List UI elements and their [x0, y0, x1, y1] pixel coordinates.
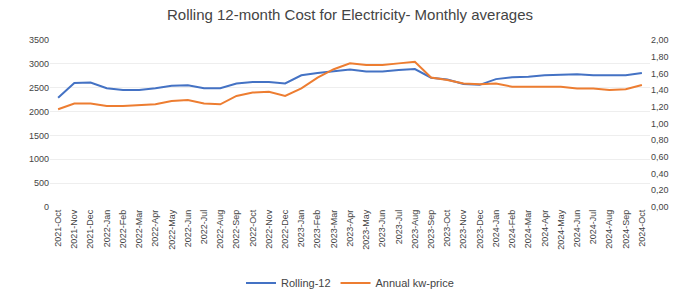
svg-text:2023-Apr: 2023-Apr: [345, 210, 355, 247]
svg-text:2021-Nov: 2021-Nov: [69, 209, 79, 249]
svg-text:2021-Oct: 2021-Oct: [53, 209, 63, 247]
svg-text:2024-Apr: 2024-Apr: [540, 210, 550, 247]
svg-text:2023-Feb: 2023-Feb: [312, 210, 322, 249]
svg-text:2023-Mar: 2023-Mar: [329, 210, 339, 249]
svg-text:2024-Oct: 2024-Oct: [637, 209, 647, 247]
svg-text:2022-Feb: 2022-Feb: [118, 210, 128, 249]
svg-text:2500: 2500: [29, 83, 49, 93]
svg-text:Rolling-12: Rolling-12: [281, 277, 331, 289]
svg-text:Rolling 12-month Cost for Elec: Rolling 12-month Cost for Electricity- M…: [167, 6, 533, 23]
svg-text:2024-Mar: 2024-Mar: [523, 210, 533, 249]
svg-text:2024-Sep: 2024-Sep: [621, 210, 631, 249]
svg-text:2023-Oct: 2023-Oct: [442, 209, 452, 247]
svg-text:2023-Dec: 2023-Dec: [475, 209, 485, 249]
svg-text:3000: 3000: [29, 59, 49, 69]
svg-text:2023-Jun: 2023-Jun: [377, 210, 387, 248]
svg-text:2021-Dec: 2021-Dec: [85, 209, 95, 249]
svg-text:0: 0: [44, 202, 49, 212]
svg-text:2022-Jan: 2022-Jan: [102, 210, 112, 248]
svg-text:0,20: 0,20: [651, 185, 669, 195]
svg-text:2023-Aug: 2023-Aug: [410, 210, 420, 249]
svg-text:2022-Jun: 2022-Jun: [183, 210, 193, 248]
svg-text:0,40: 0,40: [651, 169, 669, 179]
svg-text:2024-Jan: 2024-Jan: [491, 210, 501, 248]
svg-text:2022-Sep: 2022-Sep: [231, 210, 241, 249]
svg-text:2024-Jul: 2024-Jul: [588, 210, 598, 245]
svg-text:1,00: 1,00: [651, 119, 669, 129]
svg-text:2024-Aug: 2024-Aug: [604, 210, 614, 249]
svg-text:2022-Nov: 2022-Nov: [264, 209, 274, 249]
svg-text:2022-Jul: 2022-Jul: [199, 210, 209, 245]
svg-text:2,00: 2,00: [651, 35, 669, 45]
svg-text:500: 500: [34, 178, 49, 188]
svg-text:0,60: 0,60: [651, 152, 669, 162]
svg-text:2023-Jul: 2023-Jul: [394, 210, 404, 245]
svg-text:3500: 3500: [29, 35, 49, 45]
svg-text:1000: 1000: [29, 154, 49, 164]
svg-text:1500: 1500: [29, 131, 49, 141]
svg-text:2023-Jan: 2023-Jan: [296, 210, 306, 248]
svg-text:2022-Aug: 2022-Aug: [215, 210, 225, 249]
svg-text:2024-Jun: 2024-Jun: [572, 210, 582, 248]
svg-text:0,80: 0,80: [651, 135, 669, 145]
svg-text:2024-May: 2024-May: [556, 209, 566, 250]
svg-text:2023-Nov: 2023-Nov: [458, 209, 468, 249]
svg-text:2023-May: 2023-May: [361, 209, 371, 250]
svg-text:2000: 2000: [29, 107, 49, 117]
svg-text:2024-Feb: 2024-Feb: [507, 210, 517, 249]
svg-text:Annual kw-price: Annual kw-price: [376, 277, 454, 289]
svg-text:1,60: 1,60: [651, 69, 669, 79]
svg-text:2022-Mar: 2022-Mar: [134, 210, 144, 249]
svg-text:2022-Dec: 2022-Dec: [280, 209, 290, 249]
svg-text:2023-Sep: 2023-Sep: [426, 210, 436, 249]
svg-text:2022-Oct: 2022-Oct: [248, 209, 258, 247]
svg-text:1,20: 1,20: [651, 102, 669, 112]
svg-text:1,40: 1,40: [651, 85, 669, 95]
svg-text:1,80: 1,80: [651, 52, 669, 62]
svg-text:0,00: 0,00: [651, 202, 669, 212]
svg-text:2022-Apr: 2022-Apr: [150, 210, 160, 247]
svg-text:2022-May: 2022-May: [167, 209, 177, 250]
